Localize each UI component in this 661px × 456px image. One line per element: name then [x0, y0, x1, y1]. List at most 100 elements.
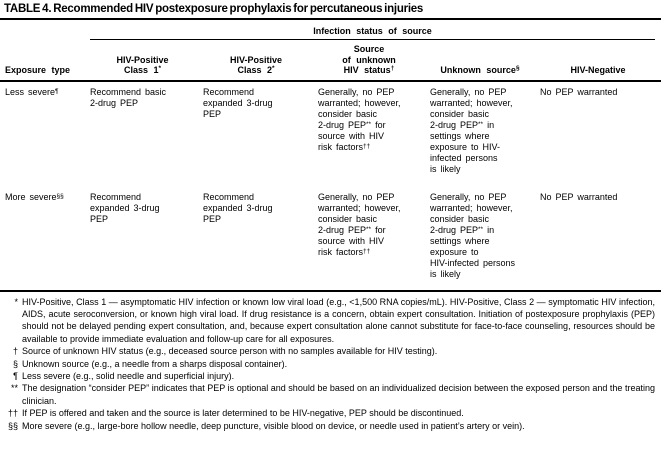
cell-line: warranted; however, [318, 203, 425, 214]
footnote-5: ** The designation “consider PEP” indicat… [2, 382, 655, 407]
text-run: No PEP warranted [540, 191, 618, 202]
header-line: HIV status† [315, 65, 423, 76]
text-run: risk factors [318, 246, 364, 257]
footnote-marker-sup: ** [366, 225, 372, 233]
cell-line: No PEP warranted [540, 87, 661, 98]
footnote-4: ¶ Less severe (e.g., solid needle and sup… [2, 370, 655, 382]
cell-line: PEP [203, 214, 313, 225]
cell-more-severe-hiv-positive-class-1: Recommend expanded 3-drug PEP [86, 175, 199, 280]
column-header-hiv-positive-class-2: HIV-Positive Class 2* [199, 51, 313, 80]
cell-less-severe-source-of-unknown-hiv-status: Generally, no PEP warranted; however, cons… [313, 82, 425, 175]
cell-line: risk factors†† [318, 142, 425, 153]
text-run: HIV-Positive [116, 54, 169, 65]
footnote-marker-sup: ¶ [55, 87, 59, 95]
text-run: HIV status [343, 65, 391, 75]
footnote-3: § Unknown source (e.g., a needle from a s… [2, 358, 655, 370]
footnote-marker: ¶ [13, 370, 18, 381]
text-run: source with HIV [318, 235, 385, 246]
footnote-7: §§ More severe (e.g., large-bore hollow n… [2, 420, 655, 432]
text-run: Generally, no PEP [318, 191, 395, 202]
text-run: Generally, no PEP [430, 191, 507, 202]
text-run: HIV-Positive [229, 54, 283, 65]
cell-line: warranted; however, [430, 98, 535, 109]
cell-line: settings where [430, 236, 535, 247]
text-run: exposure to [430, 246, 479, 257]
cell-less-severe-exposure-type: Less severe¶ [0, 82, 86, 175]
footnote-marker-sup: * [272, 65, 275, 72]
header-line: Class 1* [88, 65, 197, 76]
cell-line: source with HIV [318, 236, 425, 247]
text-run: consider basic [318, 213, 378, 224]
cell-line: 2-drug PEP [90, 98, 199, 109]
text-run: expanded 3-drug [203, 97, 273, 108]
text-run: consider basic [318, 108, 378, 119]
text-run: Exposure type [5, 65, 71, 75]
footnote-marker: † [12, 346, 18, 357]
text-run: HIV-Negative [570, 65, 626, 75]
footnote-marker: §§ [7, 420, 18, 431]
text-run: 2-drug PEP [318, 119, 367, 130]
text-run: 2-drug PEP [430, 119, 479, 130]
table-bottom-rule [0, 289, 661, 292]
text-run: warranted; however, [318, 202, 401, 213]
text-run: Recommend [90, 191, 142, 202]
footnote-marker: ** [10, 383, 18, 394]
cell-line: 2-drug PEP** in [430, 120, 535, 131]
footnote-text: Unknown source (e.g., a needle from a sh… [22, 358, 288, 369]
cell-line: warranted; however, [430, 203, 535, 214]
footnote-marker-sup: §§ [56, 192, 64, 200]
footnote-1: * HIV-Positive, Class 1 — asymptomatic HI… [2, 296, 655, 346]
header-line: HIV-Positive [201, 55, 311, 66]
text-run: infected persons [430, 152, 498, 163]
footnote-2: † Source of unknown HIV status (e.g., dec… [2, 345, 655, 357]
cell-line: Generally, no PEP [318, 87, 425, 98]
text-run: source with HIV [318, 130, 385, 141]
text-run: More severe [5, 191, 57, 202]
prophylaxis-table: Infection status of source Exposure type H… [0, 20, 661, 280]
text-run: expanded 3-drug [203, 202, 273, 213]
column-header-hiv-negative: HIV-Negative [535, 61, 661, 80]
header-line: HIV-Negative [537, 65, 659, 76]
text-run: warranted; however, [430, 202, 513, 213]
text-run: Unknown source [440, 65, 516, 75]
text-run: is likely [430, 163, 461, 174]
text-run: PEP [203, 108, 222, 119]
text-run: settings where [430, 235, 490, 246]
footnote-text: HIV-Positive, Class 1 — asymptomatic HIV… [22, 296, 655, 344]
header-line: Class 2* [201, 65, 311, 76]
cell-more-severe-source-of-unknown-hiv-status: Generally, no PEP warranted; however, cons… [313, 175, 425, 280]
cell-more-severe-hiv-positive-class-2: Recommend expanded 3-drug PEP [199, 175, 313, 280]
footnote-marker-sup: ** [478, 225, 484, 233]
text-run: expanded 3-drug [90, 202, 160, 213]
cell-line: Generally, no PEP [430, 192, 535, 203]
header-rule [0, 79, 661, 82]
cell-line: 2-drug PEP** for [318, 225, 425, 236]
column-header-unknown-source: Unknown source§ [425, 61, 535, 80]
cell-line: Recommend [203, 192, 313, 203]
footnote-marker-sup: * [158, 65, 162, 72]
cell-less-severe-hiv-negative: No PEP warranted [535, 82, 661, 175]
cell-line: consider basic [430, 109, 535, 120]
cell-line: exposure to HIV- [430, 142, 535, 153]
text-run: is likely [430, 268, 461, 279]
cell-line: expanded 3-drug [203, 98, 313, 109]
cell-line: Generally, no PEP [318, 192, 425, 203]
footnote-text: The designation “consider PEP” indicates… [22, 383, 655, 406]
text-run: risk factors [318, 141, 364, 152]
cell-line: consider basic [318, 109, 425, 120]
cell-line: risk factors†† [318, 247, 425, 258]
text-run: for [371, 224, 386, 235]
cell-line: source with HIV [318, 131, 425, 142]
cell-line: HIV-infected persons [430, 258, 535, 269]
cell-line: 2-drug PEP** in [430, 225, 535, 236]
text-run: Generally, no PEP [318, 86, 395, 97]
cell-line: Recommend [90, 192, 199, 203]
cell-line: Recommend basic [90, 87, 199, 98]
text-run: Generally, no PEP [430, 86, 507, 97]
footnote-marker: * [14, 296, 18, 307]
text-run: Class 1 [123, 65, 159, 75]
cell-less-severe-hiv-positive-class-1: Recommend basic 2-drug PEP [86, 82, 199, 175]
footnote-marker-sup: †† [363, 247, 371, 255]
cell-line: settings where [430, 131, 535, 142]
